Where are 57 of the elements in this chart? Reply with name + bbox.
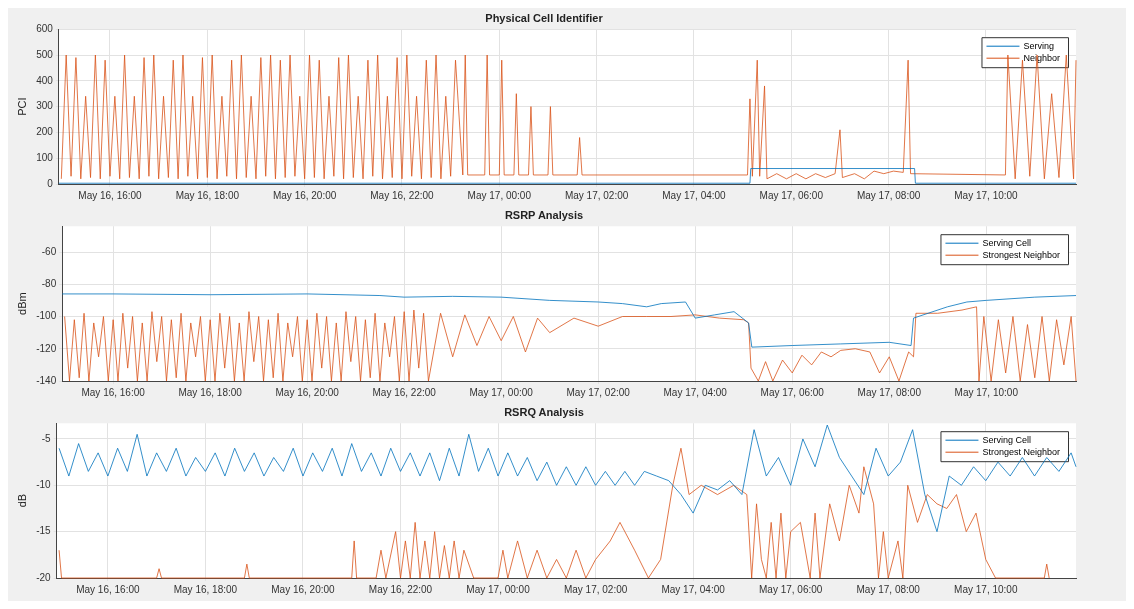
- x-tick-label: May 17, 02:00: [566, 386, 631, 398]
- chart-title: RSRQ Analysis: [504, 405, 584, 418]
- y-tick-label: 400: [36, 74, 54, 86]
- y-tick-label: 300: [36, 100, 54, 112]
- x-tick-label: May 16, 16:00: [76, 583, 140, 595]
- x-tick-label: May 17, 04:00: [661, 583, 726, 595]
- x-tick-label: May 17, 10:00: [954, 583, 1018, 595]
- y-tick-label: -20: [36, 571, 52, 583]
- y-tick-label: -100: [36, 310, 57, 322]
- x-tick-label: May 17, 00:00: [466, 583, 531, 595]
- legend-label: Strongest Neighbor: [982, 446, 1060, 457]
- y-axis-title: dBm: [15, 292, 28, 315]
- x-tick-label: May 16, 20:00: [272, 189, 337, 201]
- x-tick-label: May 17, 02:00: [564, 189, 629, 201]
- x-tick-label: May 17, 00:00: [467, 189, 532, 201]
- legend-label: Serving: [1023, 40, 1054, 51]
- y-tick-label: 500: [36, 48, 54, 60]
- y-tick-label: 200: [36, 126, 54, 138]
- x-tick-label: May 16, 18:00: [178, 386, 243, 398]
- x-tick-label: May 16, 20:00: [271, 583, 336, 595]
- legend-label: Serving Cell: [982, 434, 1031, 445]
- y-axis-title: dB: [15, 493, 28, 508]
- y-tick-label: -80: [41, 278, 57, 289]
- y-tick-label: -10: [36, 479, 52, 491]
- x-tick-label: May 17, 08:00: [856, 189, 921, 201]
- x-tick-label: May 16, 22:00: [372, 386, 437, 398]
- legend-label: Strongest Neighbor: [982, 249, 1060, 260]
- x-tick-label: May 17, 08:00: [856, 583, 921, 595]
- y-tick-label: 600: [36, 22, 54, 34]
- x-tick-label: May 16, 16:00: [78, 189, 143, 201]
- x-tick-label: May 17, 06:00: [759, 189, 824, 201]
- x-tick-label: May 16, 22:00: [370, 189, 435, 201]
- x-tick-label: May 16, 20:00: [275, 386, 340, 398]
- x-tick-label: May 17, 06:00: [760, 386, 825, 398]
- y-tick-label: -5: [41, 432, 52, 444]
- x-tick-label: May 17, 04:00: [663, 386, 728, 398]
- chart-title: RSRP Analysis: [504, 208, 584, 221]
- y-tick-label: -120: [36, 342, 57, 354]
- y-axis-title: PCI: [15, 97, 28, 116]
- y-tick-label: -140: [36, 374, 57, 386]
- x-tick-label: May 16, 16:00: [81, 386, 146, 398]
- chart-title: Physical Cell Identifier: [485, 11, 604, 24]
- x-tick-label: May 17, 10:00: [954, 189, 1019, 201]
- y-tick-label: -15: [36, 525, 52, 537]
- y-tick-label: 100: [36, 151, 54, 163]
- x-tick-label: May 17, 04:00: [662, 189, 727, 201]
- x-tick-label: May 16, 22:00: [368, 583, 433, 595]
- x-tick-label: May 17, 10:00: [954, 386, 1019, 398]
- x-tick-label: May 17, 02:00: [563, 583, 628, 595]
- x-tick-label: May 17, 06:00: [758, 583, 823, 595]
- y-tick-label: 0: [47, 177, 54, 189]
- x-tick-label: May 17, 08:00: [857, 386, 922, 398]
- y-tick-label: -60: [41, 245, 57, 257]
- x-tick-label: May 16, 18:00: [173, 583, 238, 595]
- x-tick-label: May 16, 18:00: [175, 189, 240, 201]
- legend-label: Serving Cell: [982, 237, 1031, 248]
- x-tick-label: May 17, 00:00: [469, 386, 534, 398]
